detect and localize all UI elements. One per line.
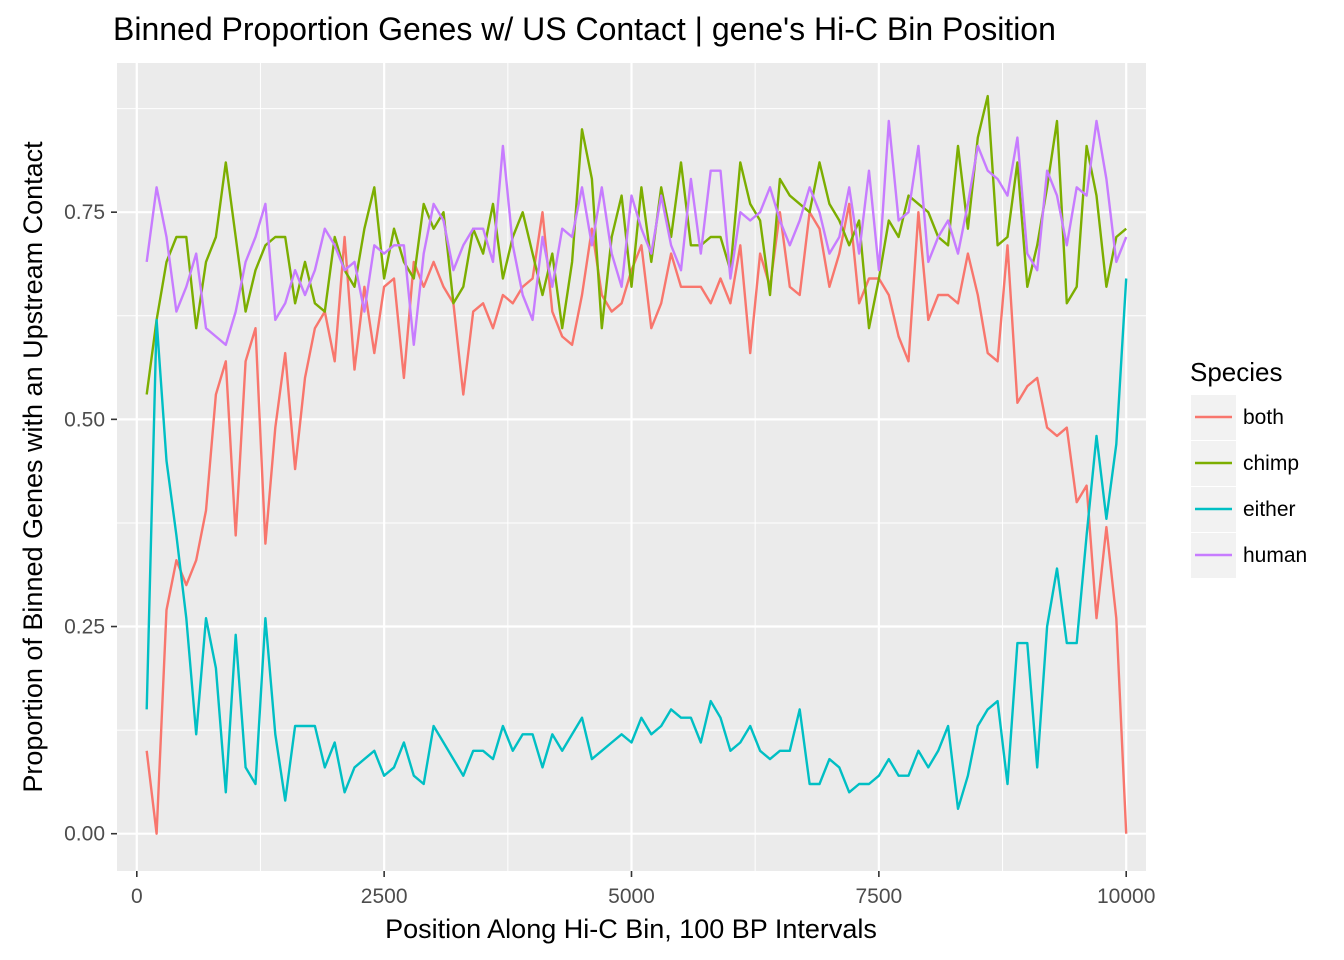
legend-label-either: either (1243, 498, 1296, 521)
series-line-both (145, 202, 1128, 835)
x-tick-label: 7500 (855, 885, 902, 908)
x-tick-label: 2500 (361, 885, 408, 908)
legend-items: both chimp either human (1191, 395, 1307, 578)
y-axis-ticks: 0.00 0.25 0.50 0.75 (64, 201, 117, 846)
chart-title: Binned Proportion Genes w/ US Contact | … (113, 11, 1056, 47)
y-tick-label: 0.00 (64, 823, 105, 846)
series-lines (145, 94, 1128, 835)
legend-label-chimp: chimp (1243, 452, 1299, 475)
series-line-either (145, 278, 1128, 810)
y-tick-label: 0.75 (64, 201, 105, 224)
y-tick-label: 0.50 (64, 408, 105, 431)
y-tick-label: 0.25 (64, 616, 105, 639)
series-line-human (145, 119, 1128, 346)
y-axis-title: Proportion of Binned Genes with an Upstr… (18, 141, 48, 793)
x-axis-title: Position Along Hi-C Bin, 100 BP Interval… (385, 914, 877, 944)
x-tick-label: 0 (131, 885, 143, 908)
x-axis-ticks: 0 2500 5000 7500 10000 (131, 871, 1155, 908)
legend-label-both: both (1243, 406, 1284, 429)
x-tick-label: 5000 (608, 885, 655, 908)
legend: Species both chimp either human (1190, 357, 1307, 578)
legend-title: Species (1190, 357, 1283, 387)
legend-label-human: human (1243, 544, 1307, 567)
x-tick-label: 10000 (1097, 885, 1155, 908)
